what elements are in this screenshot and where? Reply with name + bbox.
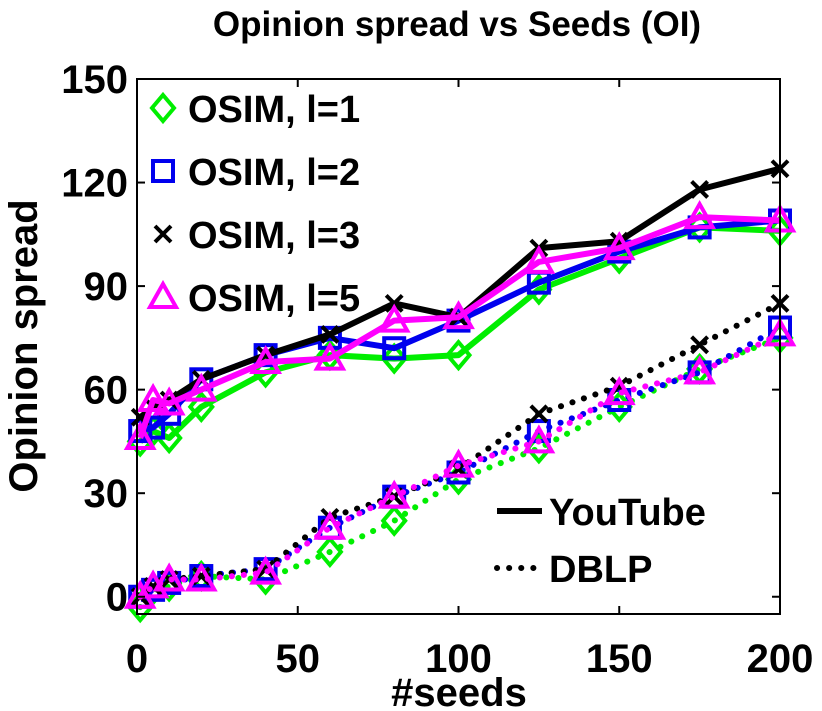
data-point: [384, 293, 404, 313]
legend-entry: DBLP: [494, 549, 652, 591]
x-tick-label: 150: [586, 637, 653, 681]
chart-title: Opinion spread vs Seeds (OI): [213, 5, 701, 44]
legend-entry: OSIM, l=3: [153, 215, 360, 257]
data-point: [683, 355, 717, 385]
data-point: [380, 504, 408, 537]
x-axis: 0 50 100 150 200: [126, 79, 814, 681]
y-axis-label: Opinion spread: [2, 199, 46, 492]
legend-square-icon: [151, 159, 175, 183]
series-line: [138, 224, 781, 444]
data-point: [602, 376, 636, 406]
series-youtube-3: [123, 199, 797, 450]
y-tick-label: 0: [106, 576, 128, 620]
legend-label: OSIM, l=1: [188, 89, 360, 131]
x-axis-label: #seeds: [391, 671, 527, 711]
legend-entry: OSIM, l=1: [149, 89, 360, 131]
data-point: [442, 448, 475, 478]
data-point: [690, 335, 710, 355]
y-tick-label: 90: [84, 265, 129, 309]
y-tick-label: 30: [84, 472, 129, 516]
data-point: [444, 339, 473, 372]
data-point: [690, 180, 710, 199]
legend-entry: YouTube: [497, 492, 706, 534]
data-point: [313, 510, 347, 540]
legend-entry: OSIM, l=5: [146, 278, 360, 320]
x-tick-label: 0: [126, 637, 148, 681]
y-tick-label: 150: [61, 58, 128, 102]
series-line: [137, 214, 781, 439]
legend-triangle-icon: [146, 279, 180, 309]
data-point: [320, 325, 340, 344]
data-point: [683, 199, 717, 230]
legend-diamond-icon: [149, 91, 177, 125]
legend-label: OSIM, l=3: [188, 215, 360, 257]
legend-lines: YouTube DBLP: [494, 492, 706, 591]
y-tick-label: 120: [61, 162, 128, 206]
data-point: [522, 244, 556, 274]
legend-label: DBLP: [549, 549, 652, 591]
legend-x-icon: [153, 224, 173, 244]
y-tick-label: 60: [84, 369, 129, 413]
data-point: [184, 562, 218, 592]
x-tick-label: 100: [425, 637, 492, 681]
y-axis: 0 30 60 90 120 150: [61, 58, 780, 620]
data-point: [380, 342, 408, 375]
data-point: [313, 341, 347, 371]
data-point: [123, 420, 157, 450]
data-point: [602, 231, 636, 261]
legend-entry: OSIM, l=2: [151, 152, 360, 194]
data-point: [529, 404, 549, 424]
data-point: [136, 382, 170, 412]
data-point: [184, 372, 218, 402]
data-point: [522, 424, 556, 454]
x-tick-label: 50: [276, 637, 321, 681]
data-point: [377, 479, 411, 509]
series-dblp-7: [123, 317, 797, 609]
data-point: [152, 386, 186, 416]
data-point: [382, 336, 407, 361]
legend-markers: OSIM, l=1 OSIM, l=2 OSIM, l=3 OSIM, l=5: [146, 89, 360, 320]
legend-label: OSIM, l=2: [188, 152, 360, 194]
series-dblp-5: [128, 315, 792, 609]
legend-label: YouTube: [549, 492, 706, 534]
data-point: [187, 390, 215, 423]
legend-label: OSIM, l=5: [188, 278, 360, 320]
data-point: [316, 535, 344, 568]
data-point: [249, 555, 283, 585]
data-point: [152, 562, 186, 592]
series-line: [137, 331, 783, 600]
series-line: [137, 300, 783, 600]
data-point: [442, 300, 475, 330]
x-tick-label: 200: [747, 637, 814, 681]
data-point: [377, 303, 411, 333]
data-point: [249, 344, 283, 375]
